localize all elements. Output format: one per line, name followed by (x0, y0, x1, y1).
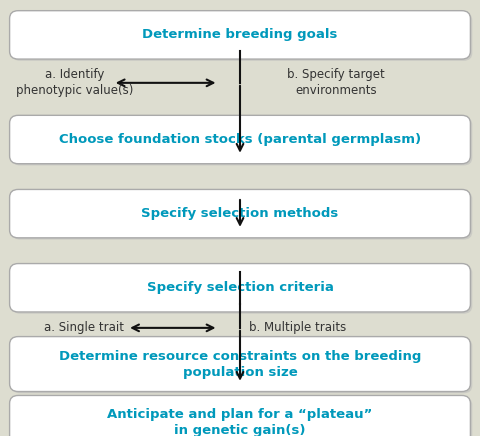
Text: Determine breeding goals: Determine breeding goals (142, 28, 338, 41)
Text: a. Identify
phenotypic value(s): a. Identify phenotypic value(s) (16, 68, 133, 97)
Text: Specify selection methods: Specify selection methods (142, 207, 338, 220)
FancyBboxPatch shape (12, 397, 472, 436)
FancyBboxPatch shape (12, 191, 472, 240)
Text: a. Single trait: a. Single trait (44, 321, 124, 334)
FancyBboxPatch shape (10, 189, 470, 238)
Text: b. Multiple traits: b. Multiple traits (249, 321, 346, 334)
FancyBboxPatch shape (12, 338, 472, 393)
FancyBboxPatch shape (12, 265, 472, 314)
Text: Specify selection criteria: Specify selection criteria (146, 281, 334, 294)
Text: Choose foundation stocks (parental germplasm): Choose foundation stocks (parental germp… (59, 133, 421, 146)
Text: b. Specify target
environments: b. Specify target environments (287, 68, 385, 97)
Text: Anticipate and plan for a “plateau”
in genetic gain(s): Anticipate and plan for a “plateau” in g… (108, 409, 372, 436)
FancyBboxPatch shape (10, 395, 470, 436)
FancyBboxPatch shape (12, 12, 472, 61)
Text: Determine resource constraints on the breeding
population size: Determine resource constraints on the br… (59, 350, 421, 378)
FancyBboxPatch shape (10, 10, 470, 59)
FancyBboxPatch shape (10, 337, 470, 392)
FancyBboxPatch shape (10, 263, 470, 312)
FancyBboxPatch shape (12, 117, 472, 165)
FancyBboxPatch shape (10, 115, 470, 164)
